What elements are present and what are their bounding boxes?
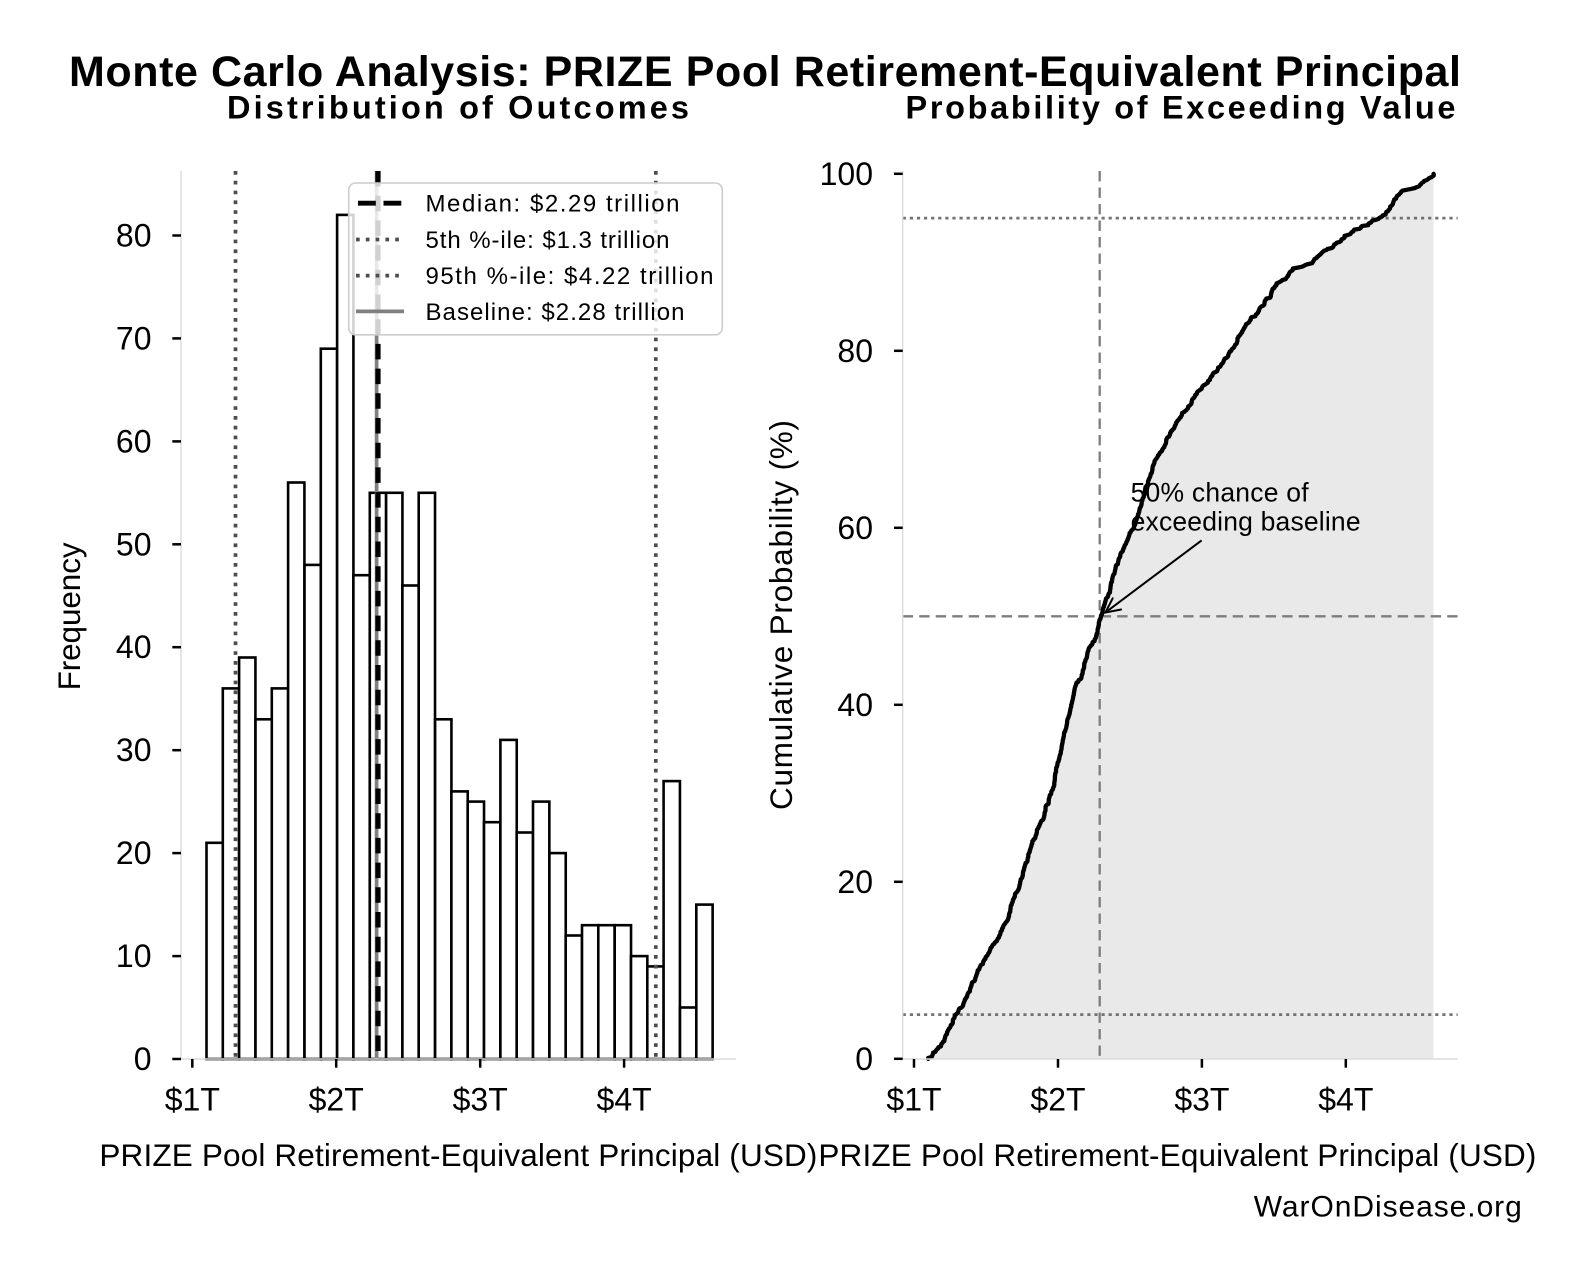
svg-text:80: 80 [837, 333, 873, 369]
svg-text:Cumulative Probability (%): Cumulative Probability (%) [763, 420, 799, 810]
svg-text:100: 100 [820, 156, 873, 192]
svg-text:50: 50 [116, 526, 152, 562]
svg-text:0: 0 [134, 1041, 152, 1077]
svg-text:95th %-ile: $4.22 trillion: 95th %-ile: $4.22 trillion [426, 263, 714, 290]
svg-text:$2T: $2T [309, 1082, 364, 1118]
svg-text:$3T: $3T [1174, 1082, 1229, 1118]
svg-text:60: 60 [116, 423, 152, 459]
svg-text:20: 20 [837, 864, 873, 900]
svg-text:Median: $2.29 trillion: Median: $2.29 trillion [426, 191, 680, 218]
svg-text:Monte Carlo Analysis: PRIZE Po: Monte Carlo Analysis: PRIZE Pool Retirem… [69, 48, 1461, 96]
svg-text:Probability of Exceeding Value: Probability of Exceeding Value [906, 90, 1456, 126]
svg-text:Frequency: Frequency [51, 542, 87, 690]
svg-text:0: 0 [855, 1041, 873, 1077]
svg-text:50% chance of: 50% chance of [1131, 478, 1310, 508]
svg-text:40: 40 [837, 687, 873, 723]
svg-text:80: 80 [116, 218, 152, 254]
svg-text:Baseline: $2.28 trillion: Baseline: $2.28 trillion [426, 299, 685, 326]
svg-text:PRIZE Pool Retirement-Equivale: PRIZE Pool Retirement-Equivalent Princip… [99, 1137, 817, 1173]
svg-text:WarOnDisease.org: WarOnDisease.org [1254, 1191, 1522, 1224]
svg-text:60: 60 [837, 510, 873, 546]
svg-text:70: 70 [116, 320, 152, 356]
svg-text:$2T: $2T [1030, 1082, 1085, 1118]
svg-text:30: 30 [116, 732, 152, 768]
svg-text:40: 40 [116, 629, 152, 665]
svg-text:$1T: $1T [886, 1082, 941, 1118]
svg-text:20: 20 [116, 835, 152, 871]
svg-text:$4T: $4T [597, 1082, 652, 1118]
svg-text:$4T: $4T [1318, 1082, 1373, 1118]
svg-text:5th %-ile: $1.3 trillion: 5th %-ile: $1.3 trillion [426, 227, 670, 254]
svg-text:10: 10 [116, 938, 152, 974]
svg-text:PRIZE Pool Retirement-Equivale: PRIZE Pool Retirement-Equivalent Princip… [818, 1137, 1536, 1173]
svg-text:$1T: $1T [165, 1082, 220, 1118]
svg-text:$3T: $3T [453, 1082, 508, 1118]
svg-text:exceeding baseline: exceeding baseline [1131, 507, 1361, 537]
